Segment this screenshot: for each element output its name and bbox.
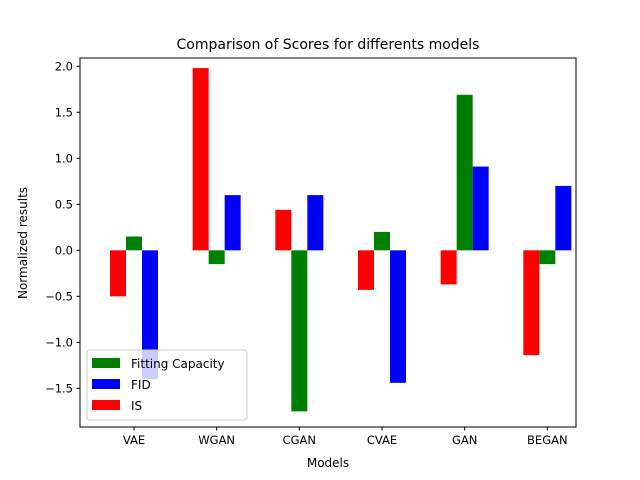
y-tick-label: 0.0 <box>55 243 73 257</box>
y-tick-label: 1.5 <box>55 105 73 119</box>
legend-label: IS <box>131 399 142 413</box>
bar-fid-cvae <box>390 250 406 383</box>
bar-is-gan <box>440 250 457 285</box>
bar-fitting-capacity-wgan <box>208 250 225 265</box>
x-tick-label: BEGAN <box>527 433 568 447</box>
y-tick-label: 0.5 <box>55 197 73 211</box>
bar-fid-gan <box>472 166 489 251</box>
bar-fid-began <box>555 185 572 251</box>
bar-fitting-capacity-vae <box>126 236 142 251</box>
plot-area <box>79 57 577 428</box>
bar-is-vae <box>110 250 126 297</box>
bar-fitting-capacity-gan <box>456 94 473 251</box>
bar-fid-wgan <box>224 195 241 251</box>
legend: Fitting Capacity FID IS <box>86 349 248 421</box>
bar-is-began <box>523 250 540 356</box>
bar-fitting-capacity-began <box>539 250 556 265</box>
legend-swatch <box>92 379 120 389</box>
x-tick-label: GAN <box>452 433 477 447</box>
y-axis-ticks: −1.5 −1.0 −0.5 0.0 0.5 1.0 1.5 2.0 <box>45 59 80 395</box>
legend-box <box>86 349 248 421</box>
x-tick-label: CGAN <box>283 433 316 447</box>
legend-label: Fitting Capacity <box>131 357 225 371</box>
y-tick-label: −1.5 <box>45 381 73 395</box>
x-axis-ticks: VAE WGAN CGAN CVAE GAN BEGAN <box>123 427 568 447</box>
x-axis-label: Models <box>307 456 349 470</box>
y-axis-label: Normalized results <box>16 187 30 299</box>
bar-is-cgan <box>275 209 292 251</box>
bar-fitting-capacity-cgan <box>291 250 308 412</box>
legend-label: FID <box>131 378 151 392</box>
y-tick-label: 2.0 <box>55 59 73 73</box>
y-tick-label: −1.0 <box>45 335 73 349</box>
bar-is-wgan <box>192 68 209 251</box>
legend-swatch <box>92 400 120 410</box>
bar-fid-vae <box>142 250 158 380</box>
x-tick-label: WGAN <box>198 433 235 447</box>
x-tick-label: VAE <box>123 433 145 447</box>
bars-group <box>110 68 572 412</box>
bar-is-cvae <box>358 250 374 290</box>
axes-frame <box>79 57 577 428</box>
x-tick-label: CVAE <box>367 433 397 447</box>
legend-swatch <box>92 358 120 368</box>
y-tick-label: −0.5 <box>45 289 73 303</box>
bar-fitting-capacity-cvae <box>374 231 390 251</box>
bar-fid-cgan <box>307 195 324 251</box>
chart-title: Comparison of Scores for differents mode… <box>177 37 480 53</box>
y-tick-label: 1.0 <box>55 151 73 165</box>
